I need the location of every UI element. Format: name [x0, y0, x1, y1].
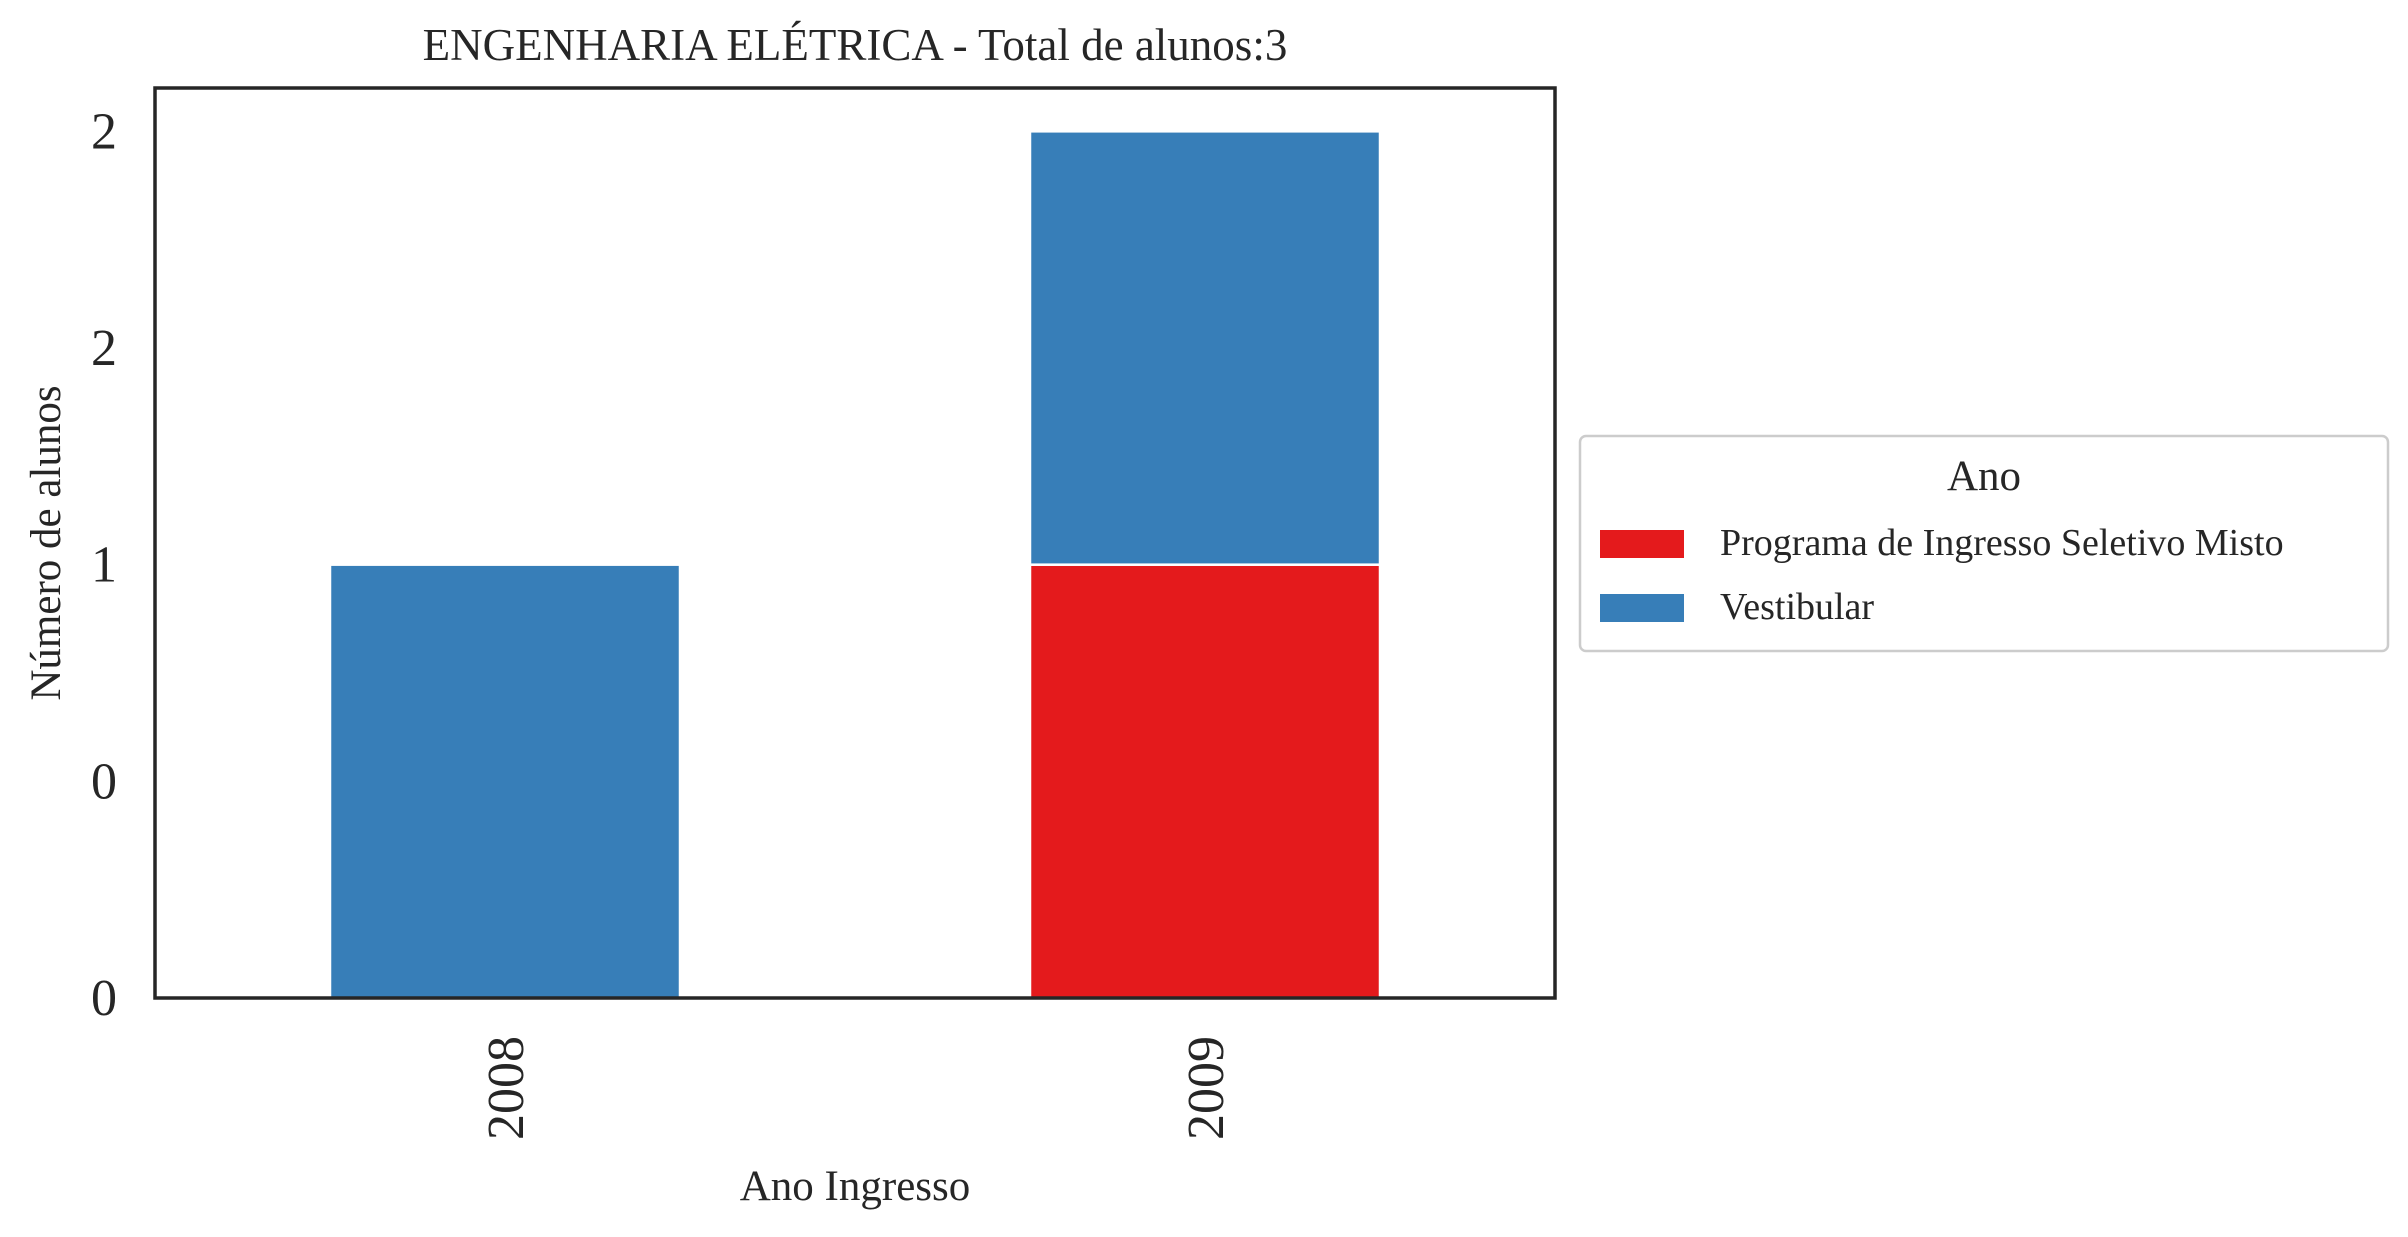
y-ticks: 0 0 1 2 2	[91, 103, 117, 1027]
y-tick-label: 1	[91, 537, 117, 594]
y-tick-label: 2	[91, 320, 117, 377]
y-tick-label: 0	[91, 753, 117, 810]
legend-label: Vestibular	[1720, 586, 1874, 628]
y-tick-label: 2	[91, 103, 117, 160]
chart-title: ENGENHARIA ELÉTRICA - Total de alunos:3	[423, 20, 1288, 70]
y-axis-label: Número de alunos	[23, 385, 70, 700]
plot-area	[328, 130, 1382, 1000]
legend-items: Programa de Ingresso Seletivo Misto Vesti…	[1600, 522, 2284, 628]
legend: Ano Programa de Ingresso Seletivo Misto V…	[1578, 434, 2390, 653]
bar-2009-series-1	[1028, 130, 1382, 566]
legend-swatch	[1600, 594, 1684, 622]
y-tick-label: 0	[91, 970, 117, 1027]
legend-title: Ano	[1947, 453, 2021, 500]
legend-box	[1578, 434, 2390, 653]
plot-frame	[153, 86, 1557, 1000]
x-tick-label: 2008	[478, 1036, 535, 1140]
x-axis-label: Ano Ingresso	[740, 1163, 971, 1210]
legend-label: Programa de Ingresso Seletivo Misto	[1720, 522, 2284, 564]
x-tick-label: 2009	[1178, 1036, 1235, 1140]
legend-swatch	[1600, 530, 1684, 558]
bar-2008-series-1	[328, 563, 682, 1000]
x-ticks: 2008 2009	[478, 1036, 1235, 1140]
bar-2009-series-0	[1028, 563, 1382, 1000]
